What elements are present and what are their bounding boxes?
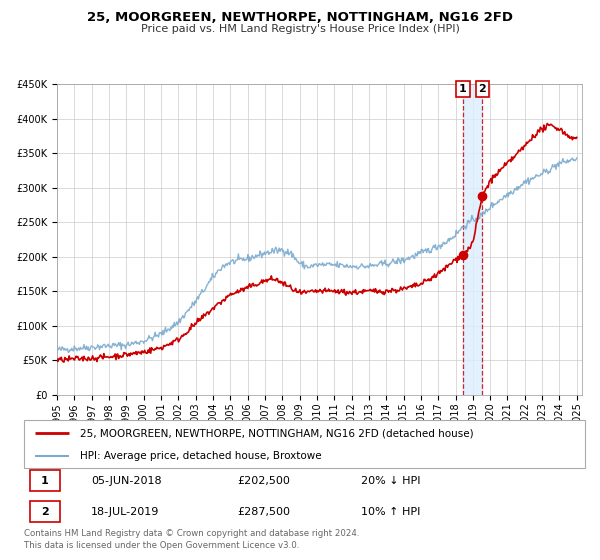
Text: 2: 2 [41,507,49,516]
Bar [463,84,482,395]
Text: £202,500: £202,500 [237,476,290,486]
Text: 25, MOORGREEN, NEWTHORPE, NOTTINGHAM, NG16 2FD (detached house): 25, MOORGREEN, NEWTHORPE, NOTTINGHAM, NG… [80,428,474,438]
Text: HPI: Average price, detached house, Broxtowe: HPI: Average price, detached house, Brox… [80,451,322,461]
Text: 25, MOORGREEN, NEWTHORPE, NOTTINGHAM, NG16 2FD: 25, MOORGREEN, NEWTHORPE, NOTTINGHAM, NG… [87,11,513,24]
Text: Contains HM Land Registry data © Crown copyright and database right 2024.
This d: Contains HM Land Registry data © Crown c… [24,529,359,550]
Text: 10% ↑ HPI: 10% ↑ HPI [361,507,420,516]
Text: 1: 1 [459,84,467,94]
Text: 05-JUN-2018: 05-JUN-2018 [91,476,162,486]
Text: 2: 2 [478,84,486,94]
Text: 18-JUL-2019: 18-JUL-2019 [91,507,160,516]
Text: 1: 1 [41,476,49,486]
Text: Price paid vs. HM Land Registry's House Price Index (HPI): Price paid vs. HM Land Registry's House … [140,24,460,34]
Text: 20% ↓ HPI: 20% ↓ HPI [361,476,420,486]
FancyBboxPatch shape [29,501,61,522]
FancyBboxPatch shape [29,470,61,491]
Text: £287,500: £287,500 [237,507,290,516]
FancyBboxPatch shape [24,420,585,468]
